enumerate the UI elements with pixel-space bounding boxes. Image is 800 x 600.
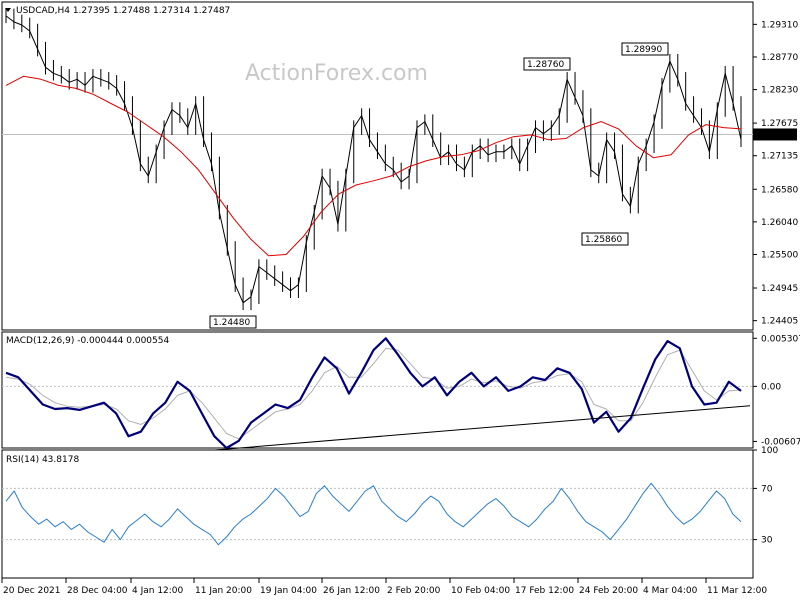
y-tick-label: 1.29310 xyxy=(761,20,798,30)
y-tick-label: 1.27675 xyxy=(761,119,798,129)
panel-frame xyxy=(1,449,754,579)
x-tick-label: 28 Dec 04:00 xyxy=(67,586,128,596)
rsi-header: RSI(14) 43.8178 xyxy=(6,455,79,465)
x-tick-label: 26 Jan 12:00 xyxy=(323,586,380,596)
macd-signal-line xyxy=(5,347,742,440)
price-annotation-box xyxy=(209,315,257,329)
macd-line xyxy=(5,337,742,450)
y-tick-label: 1.24405 xyxy=(761,317,798,327)
price-annotation-label: 1.28990 xyxy=(625,45,662,55)
watermark: ActionForex.com xyxy=(245,61,428,86)
dropdown-arrow-icon[interactable] xyxy=(5,8,11,12)
y-tick-label: 0.005307 xyxy=(761,334,800,344)
x-tick-label: 4 Jan 12:00 xyxy=(132,586,184,596)
y-tick-label: 1.28770 xyxy=(761,53,798,63)
price-header: USDCAD,H4 1.27395 1.27488 1.27314 1.2748… xyxy=(16,6,230,16)
price-annotation-box xyxy=(523,57,571,71)
x-axis: 20 Dec 2021 28 Dec 04:00 4 Jan 12:00 11 Jan… xyxy=(1,578,767,596)
x-tick-label: 24 Feb 20:00 xyxy=(579,586,638,596)
panel-frame xyxy=(1,331,754,449)
y-tick-label: 70 xyxy=(761,484,773,494)
panel-frame xyxy=(1,1,754,331)
rsi-line xyxy=(5,482,742,546)
macd-header: MACD(12,26,9) -0.000444 0.000554 xyxy=(6,336,169,346)
moving-average-line xyxy=(5,75,742,257)
x-tick-label: 4 Mar 04:00 xyxy=(643,586,698,596)
price-annotation-label: 1.24480 xyxy=(213,318,250,328)
price-line xyxy=(5,15,742,304)
macd-trendline xyxy=(214,405,751,451)
y-tick-label: 30 xyxy=(761,536,773,546)
price-annotation-label: 1.25860 xyxy=(585,235,622,245)
y-tick-label: 1.26580 xyxy=(761,185,798,195)
price-panel: ActionForex.com 1.29310 1.28770 1.28230 1.27… xyxy=(1,1,798,331)
x-tick-label: 11 Mar 12:00 xyxy=(707,586,767,596)
y-tick-label: 1.24945 xyxy=(761,284,798,294)
x-tick-label: 11 Jan 20:00 xyxy=(195,586,252,596)
x-tick-label: 2 Feb 20:00 xyxy=(387,586,441,596)
y-tick-label: 1.26040 xyxy=(761,218,798,228)
y-tick-label: 1.28230 xyxy=(761,86,798,96)
x-tick-label: 19 Jan 04:00 xyxy=(260,586,317,596)
macd-panel: 0.005307 0.00 -0.006074 MACD(12,26,9) -0.00… xyxy=(1,331,800,451)
x-tick-label: 10 Feb 04:00 xyxy=(451,586,510,596)
current-price-label: 1.27487 xyxy=(756,130,793,140)
x-tick-label: 17 Feb 12:00 xyxy=(515,586,574,596)
y-tick-label: 1.27135 xyxy=(761,152,798,162)
price-annotation-box xyxy=(621,42,669,56)
price-annotation-label: 1.28760 xyxy=(527,60,564,70)
y-tick-label: 1.25500 xyxy=(761,250,798,260)
y-tick-label: 100 xyxy=(761,446,778,456)
price-annotation-box xyxy=(581,232,629,246)
rsi-panel: 100 70 30 RSI(14) 43.8178 xyxy=(1,446,778,579)
x-tick-label: 20 Dec 2021 xyxy=(3,586,61,596)
y-tick-label: -0.006074 xyxy=(761,437,800,447)
y-tick-label: 0.00 xyxy=(761,382,781,392)
current-price-tag xyxy=(753,128,797,141)
